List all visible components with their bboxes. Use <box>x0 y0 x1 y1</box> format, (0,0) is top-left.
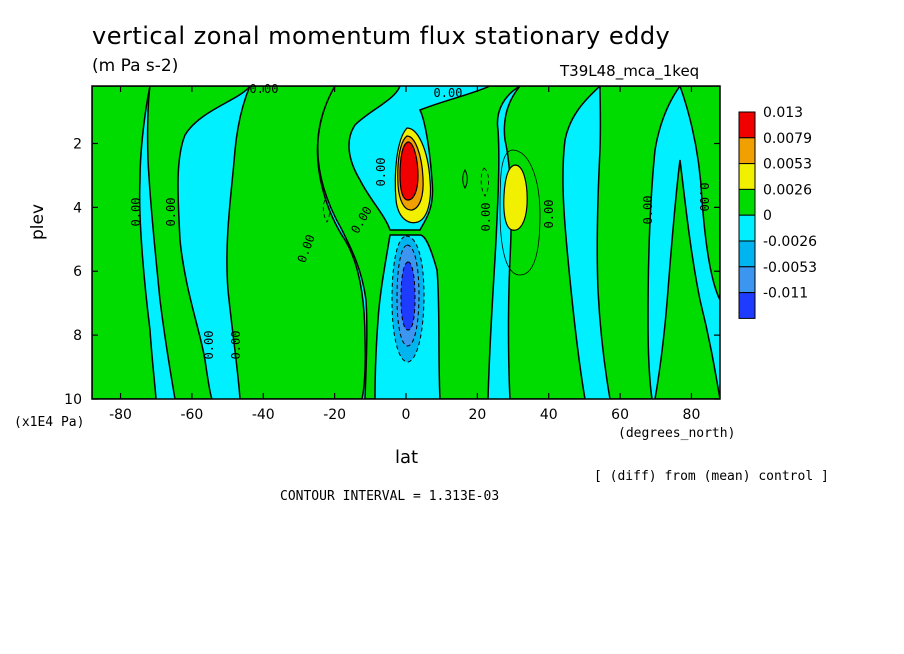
thin-contour-1 <box>499 149 541 276</box>
legend-label: 0.0053 <box>763 157 812 173</box>
positive-core-red <box>399 141 419 201</box>
secondary-core-yellow <box>503 164 528 231</box>
x-tick-label: 80 <box>683 407 701 423</box>
legend-label: 0 <box>763 208 772 224</box>
dashed-contour-2 <box>480 167 490 197</box>
x-axis-label: lat <box>395 447 419 468</box>
colorbar-legend: 0.013 0.0079 0.0053 0.0026 0 -0.0026 -0.0053 -0… <box>738 105 817 319</box>
y-tick-label: 4 <box>73 200 82 216</box>
green-band-1 <box>92 86 157 399</box>
green-band-2 <box>146 86 251 399</box>
green-band-8 <box>654 159 720 399</box>
contour-interval: CONTOUR INTERVAL = 1.313E-03 <box>280 489 500 504</box>
x-tick-label: 20 <box>468 407 486 423</box>
legend-swatch <box>738 240 756 268</box>
run-label: T39L48_mca_1keq <box>560 62 700 80</box>
legend-label: 0.013 <box>763 105 803 121</box>
legend-swatch <box>738 292 756 319</box>
x-tick-label: -80 <box>109 407 132 423</box>
green-band-4 <box>316 86 522 399</box>
y-tick-label: 2 <box>73 136 82 152</box>
legend-swatch <box>738 214 756 242</box>
x-axis-ticks: -80 -60 -40 -20 0 20 40 60 80 <box>109 86 700 423</box>
contour-label: 0.00 <box>374 158 388 187</box>
y-tick-label: 8 <box>73 328 82 344</box>
x-tick-label: 40 <box>540 407 558 423</box>
negative-core-blue <box>400 261 416 331</box>
chart-title: vertical zonal momentum flux stationary … <box>92 22 671 50</box>
x-tick-label: -60 <box>180 407 203 423</box>
legend-label: 0.0026 <box>763 182 812 198</box>
y-axis-units: (x1E4 Pa) <box>14 415 85 430</box>
green-band-6 <box>596 86 681 399</box>
chart-units: (m Pa s-2) <box>92 56 179 76</box>
contour-label: 0.00 <box>129 198 143 227</box>
legend-label: -0.011 <box>763 286 808 302</box>
small-contour-3 <box>462 169 468 189</box>
plot-area <box>92 86 720 399</box>
legend-swatch <box>738 163 756 190</box>
contour-label: 0.00 <box>697 183 711 212</box>
x-tick-label: 60 <box>611 407 629 423</box>
legend-swatch <box>738 188 756 216</box>
contour-label: 0.00 <box>250 82 279 96</box>
contour-label: 0.00 <box>202 331 216 360</box>
x-tick-label: 0 <box>402 407 411 423</box>
x-axis-units: (degrees_north) <box>618 426 736 441</box>
contour-label: 0.00 <box>641 196 655 225</box>
legend-swatch <box>738 137 756 165</box>
legend-label: 0.0079 <box>763 131 812 147</box>
diff-note: [ (diff) from (mean) control ] <box>594 469 829 484</box>
contour-label: 0.00 <box>434 86 463 100</box>
y-axis-ticks: 2 4 6 8 10 <box>64 136 720 408</box>
x-tick-label: -40 <box>252 407 275 423</box>
legend-swatch <box>738 111 756 139</box>
legend-label: -0.0053 <box>763 260 817 276</box>
contour-label: 0.00 <box>542 200 556 229</box>
x-tick-label: -20 <box>323 407 346 423</box>
y-tick-label: 6 <box>73 264 82 280</box>
green-band-7 <box>679 86 720 301</box>
dashed-contour-1 <box>322 199 330 223</box>
contour-label: 0.00 <box>479 203 493 232</box>
legend-label: -0.0026 <box>763 234 817 250</box>
legend-swatch <box>738 266 756 294</box>
contour-label: 0.00 <box>229 331 243 360</box>
y-tick-label: 10 <box>64 392 82 408</box>
contour-label: 0.00 <box>164 198 178 227</box>
